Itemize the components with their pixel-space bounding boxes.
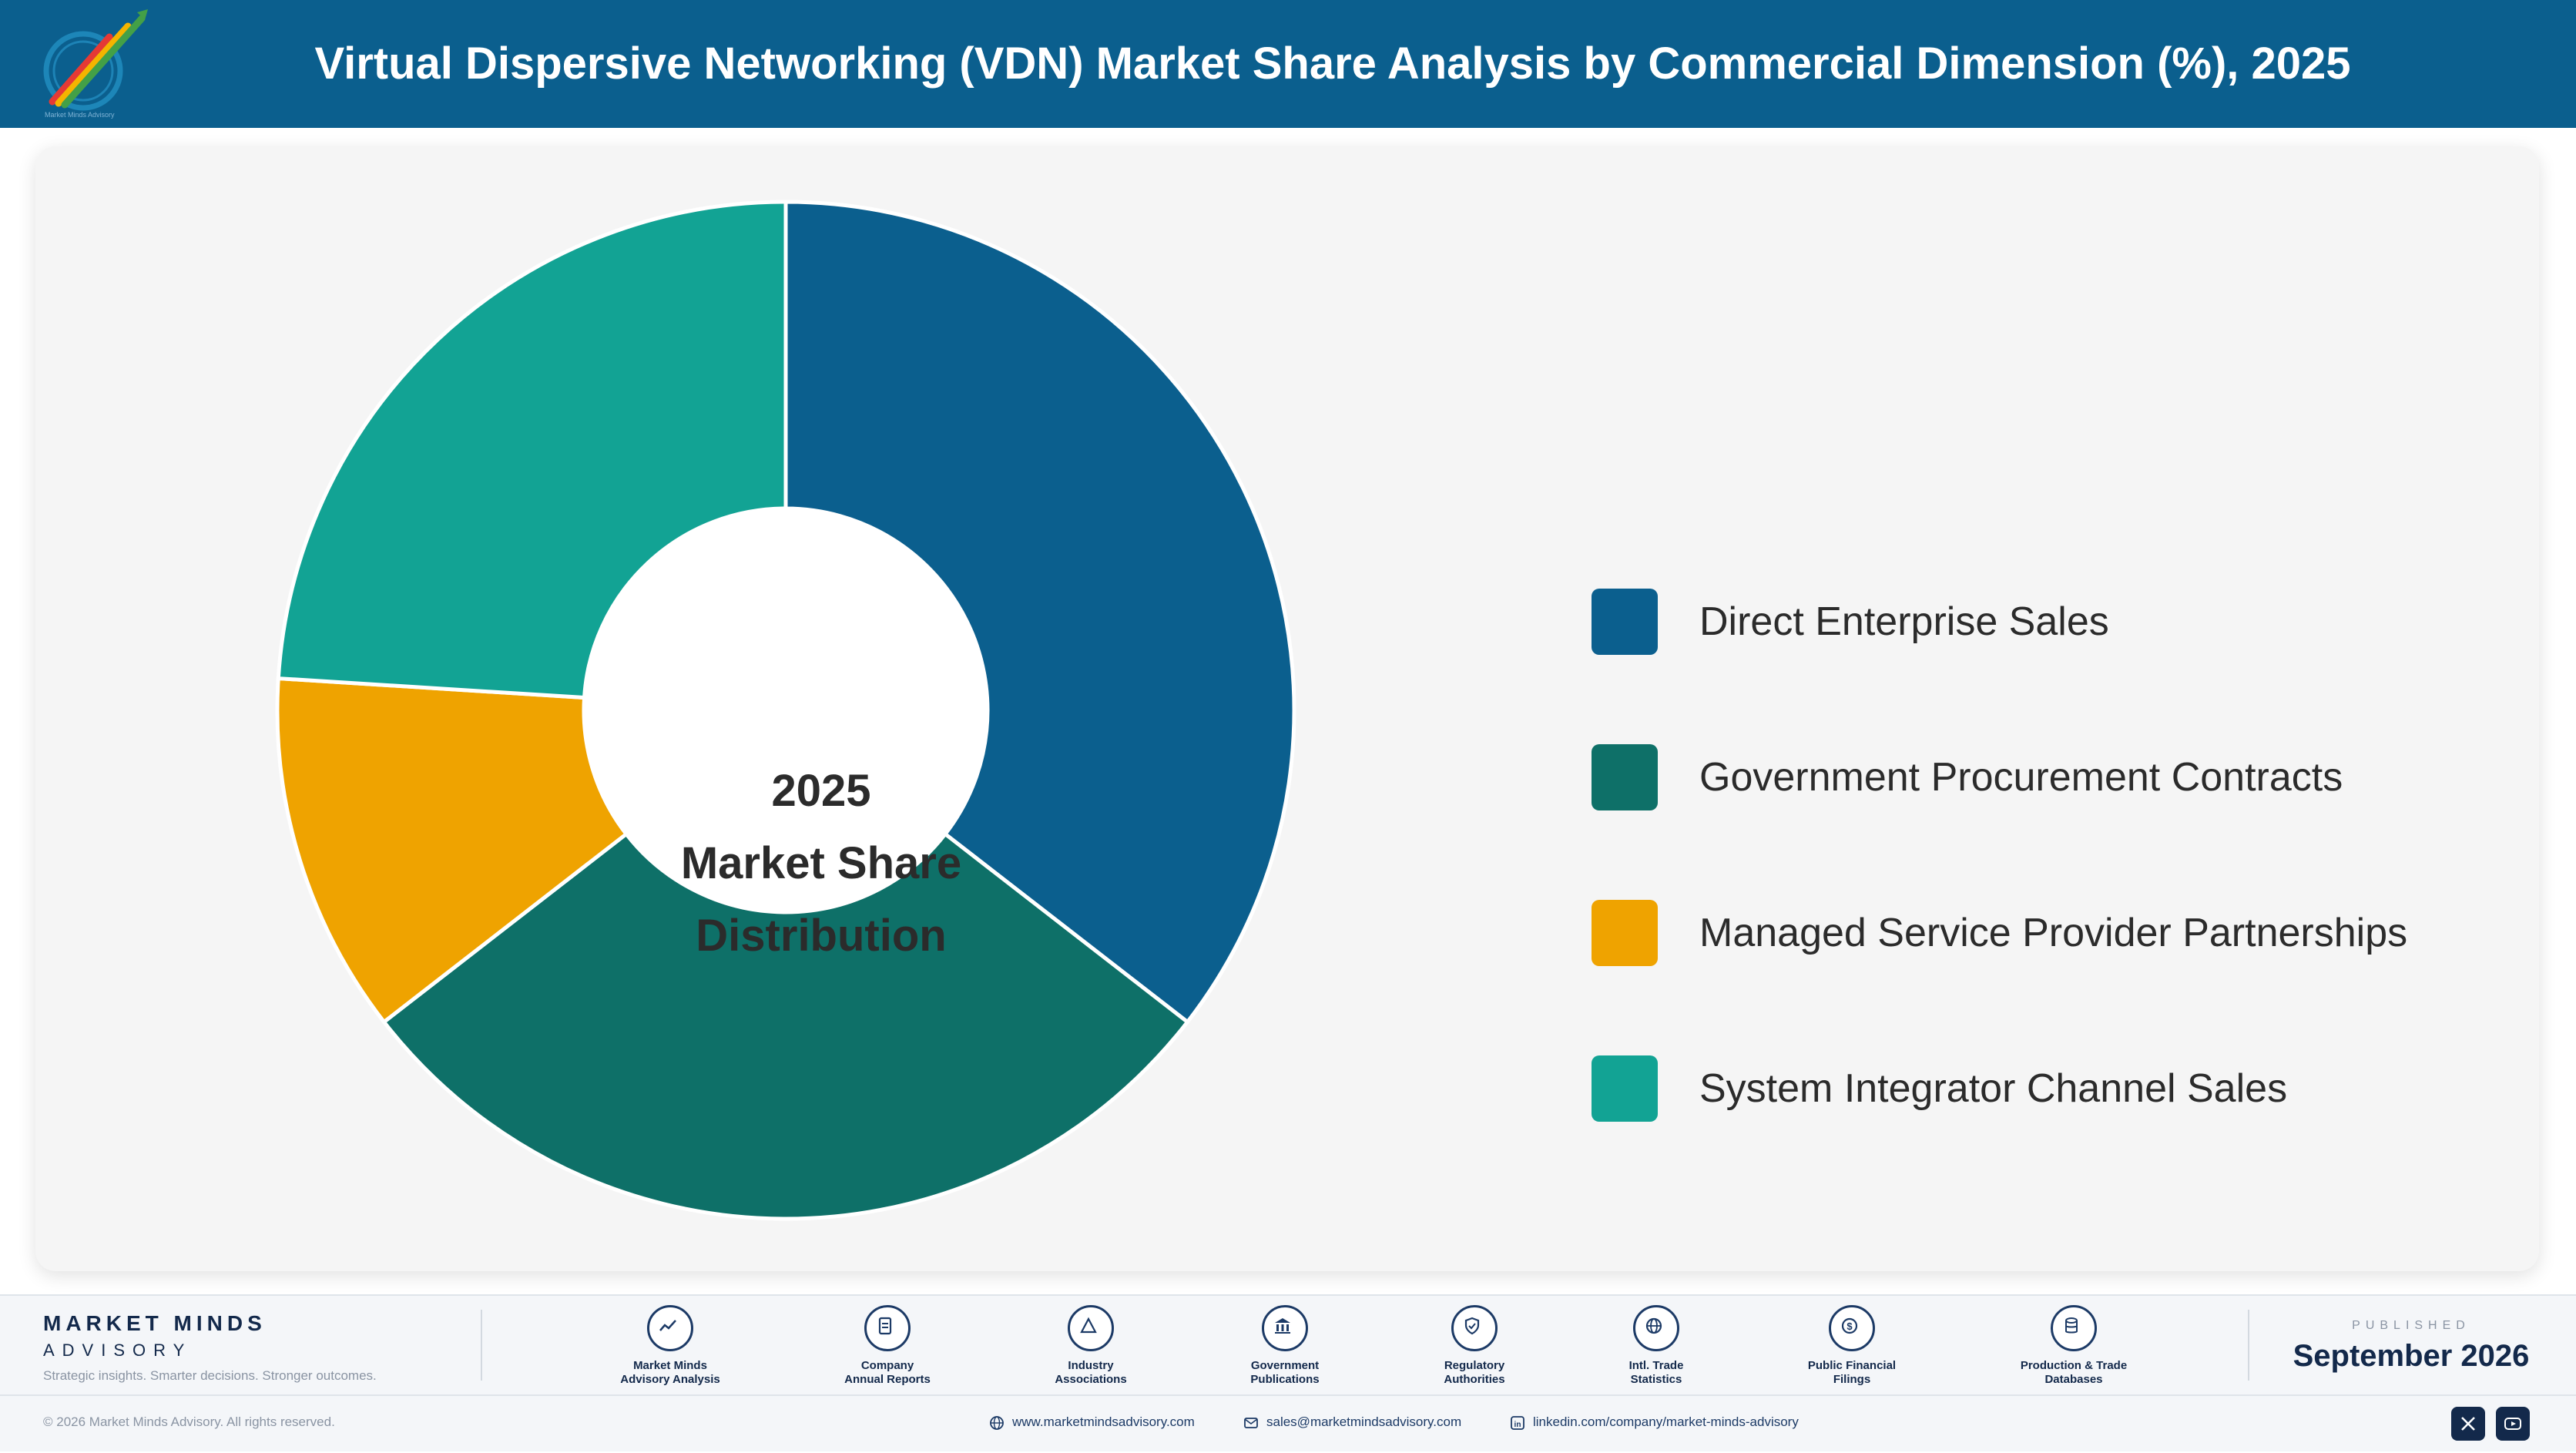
source-government-publications[interactable]: Government Publications [1200,1305,1370,1387]
center-label: 2025 Market Share Distribution [621,755,1021,972]
source-label-line: Intl. Trade [1628,1359,1684,1372]
source-label-line: Advisory Analysis [620,1373,720,1386]
svg-text:$: $ [1846,1320,1853,1332]
shield-icon [1451,1305,1498,1351]
header-bar: Market Minds Advisory Virtual Dispersive… [0,0,2576,128]
source-label-line: Market Minds [633,1359,707,1372]
source-label-line: Publications [1250,1373,1320,1386]
network-icon [1068,1305,1114,1351]
footer-brand-sub: ADVISORY [43,1341,193,1360]
source-label-line: Databases [2044,1373,2103,1386]
published-label: PUBLISHED [2352,1319,2470,1332]
x-icon [2461,1417,2475,1431]
legend-swatch [1592,744,1658,810]
logo-text: Market Minds Advisory [45,111,115,119]
center-label-line-2: Market Share [680,838,962,888]
source-public-financial-filings[interactable]: $ Public Financial Filings [1767,1305,1937,1387]
source-label-line: Public Financial [1807,1359,1897,1372]
legend-label: Government Procurement Contracts [1699,755,2343,800]
legend-item-government-procurement-contracts: Government Procurement Contracts [1592,741,2516,810]
youtube-icon [2504,1418,2521,1430]
chart-panel: 2025 Market Share Distribution Direct En… [35,146,2539,1271]
legend-swatch [1592,589,1658,655]
source-intl-trade-statistics[interactable]: Intl. Trade Statistics [1571,1305,1741,1387]
linkedin-link[interactable]: in linkedin.com/company/market-minds-advi… [1510,1414,1799,1431]
source-label-line: Filings [1833,1373,1871,1386]
linkedin-text: linkedin.com/company/market-minds-adviso… [1533,1414,1799,1429]
footer: MARKET MINDS ADVISORY Strategic insights… [0,1294,2576,1451]
copyright-text: © 2026 Market Minds Advisory. All rights… [43,1414,335,1429]
source-market-minds-analysis[interactable]: Market Minds Advisory Analysis [585,1305,755,1387]
brand-logo: Market Minds Advisory [35,8,151,120]
source-industry-associations[interactable]: Industry Associations [1006,1305,1176,1387]
source-label-line: Production & Trade [2020,1359,2128,1372]
source-label-line: Company [860,1359,914,1372]
source-production-trade-databases[interactable]: Production & Trade Databases [1989,1305,2158,1387]
footer-divider [481,1310,482,1381]
mail-icon [1243,1415,1259,1431]
legend-item-managed-service-provider-partnerships: Managed Service Provider Partnerships [1592,897,2516,966]
footer-divider [2248,1310,2249,1381]
legend-item-system-integrator-channel-sales: System Integrator Channel Sales [1592,1052,2516,1122]
source-label-line: Government [1250,1359,1320,1372]
email-text: sales@marketmindsadvisory.com [1266,1414,1462,1429]
website-text: www.marketmindsadvisory.com [1012,1414,1195,1429]
email-link[interactable]: sales@marketmindsadvisory.com [1243,1414,1461,1431]
database-icon [2051,1305,2097,1351]
linkedin-icon: in [1510,1415,1525,1431]
trend-icon [647,1305,693,1351]
center-label-line-1: 2025 [771,766,871,816]
source-label-line: Authorities [1444,1373,1505,1386]
globe-icon [1633,1305,1679,1351]
footer-brand-name: MARKET MINDS [43,1311,267,1335]
page-title: Virtual Dispersive Networking (VDN) Mark… [314,39,2351,89]
building-icon [1262,1305,1308,1351]
source-label-line: Annual Reports [844,1373,931,1386]
website-link[interactable]: www.marketmindsadvisory.com [989,1414,1195,1431]
x-social-button[interactable] [2451,1407,2485,1441]
source-label-line: Statistics [1630,1373,1682,1386]
document-icon [864,1305,911,1351]
legend-swatch [1592,1055,1658,1122]
source-label-line: Regulatory [1444,1359,1505,1372]
footer-bottom-bar: © 2026 Market Minds Advisory. All rights… [0,1394,2576,1453]
youtube-social-button[interactable] [2496,1407,2530,1441]
donut-hole [584,508,988,912]
globe-icon [989,1415,1005,1431]
source-label-line: Industry [1068,1359,1114,1372]
center-label-line-3: Distribution [696,911,947,961]
legend-swatch [1592,900,1658,966]
legend-item-direct-enterprise-sales: Direct Enterprise Sales [1592,586,2516,655]
source-label-line: Associations [1055,1373,1127,1386]
legend-label: Managed Service Provider Partnerships [1699,911,2408,955]
source-company-annual-reports[interactable]: Company Annual Reports [803,1305,972,1387]
donut-chart [275,200,1296,1221]
svg-text:in: in [1514,1421,1521,1429]
legend-label: System Integrator Channel Sales [1699,1066,2288,1111]
legend-label: Direct Enterprise Sales [1699,599,2109,644]
coin-icon: $ [1829,1305,1875,1351]
source-regulatory-authorities[interactable]: Regulatory Authorities [1390,1305,1559,1387]
footer-tagline: Strategic insights. Smarter decisions. S… [43,1368,377,1383]
published-date: September 2026 [2293,1339,2530,1373]
